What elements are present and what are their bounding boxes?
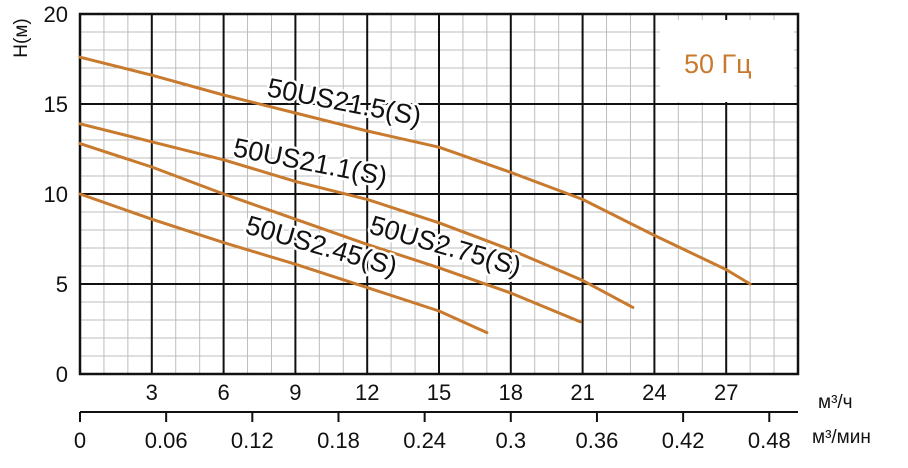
x-tick-label-secondary: 0.3 — [496, 428, 527, 453]
x-tick-label-primary: 24 — [642, 380, 666, 405]
x-tick-label-primary: 21 — [570, 380, 594, 405]
x-axis-primary: 3 6 9 12 15 18 21 24 27 — [146, 380, 739, 405]
x-tick-label-secondary: 0.06 — [145, 428, 188, 453]
x-axis-secondary-ticks: 0 0.06 0.12 0.18 0.24 0.3 0.36 0.42 0.48 — [74, 412, 791, 453]
y-tick-label: 5 — [56, 272, 68, 297]
x-tick-label-secondary: 0 — [74, 428, 86, 453]
series-line-0 — [78, 55, 752, 286]
frequency-box — [660, 20, 794, 102]
series-line-2 — [78, 142, 582, 324]
x-tick-label-primary: 6 — [217, 380, 229, 405]
x-tick-label-primary: 12 — [355, 380, 379, 405]
y-tick-label: 10 — [44, 182, 68, 207]
x-axis-title-secondary: м³/мин — [812, 427, 871, 448]
series-line-3 — [78, 192, 489, 335]
y-axis-title: H(м) — [11, 18, 32, 57]
series-lines — [78, 55, 752, 335]
y-axis: 0 5 10 15 20 — [44, 2, 68, 387]
x-tick-label-primary: 27 — [714, 380, 738, 405]
x-tick-label-primary: 15 — [427, 380, 451, 405]
x-tick-label-primary: 18 — [499, 380, 523, 405]
y-tick-label: 20 — [44, 2, 68, 27]
series-label-50US21.1S: 50US21.1(S) — [231, 132, 390, 191]
series-line-1 — [78, 122, 635, 309]
frequency-label: 50 Гц — [684, 49, 752, 79]
x-tick-label-primary: 9 — [289, 380, 301, 405]
x-tick-label-secondary: 0.18 — [317, 428, 360, 453]
x-tick-label-primary: 3 — [146, 380, 158, 405]
series-label-50US21.5S: 50US21.5(S) — [265, 72, 424, 131]
y-tick-label: 0 — [56, 362, 68, 387]
x-tick-label-secondary: 0.48 — [748, 428, 791, 453]
x-tick-label-secondary: 0.36 — [576, 428, 619, 453]
x-tick-label-secondary: 0.12 — [231, 428, 274, 453]
x-tick-label-secondary: 0.24 — [403, 428, 446, 453]
x-tick-label-secondary: 0.42 — [662, 428, 705, 453]
x-axis-title-primary: м³/ч — [818, 392, 853, 413]
y-tick-label: 15 — [44, 92, 68, 117]
